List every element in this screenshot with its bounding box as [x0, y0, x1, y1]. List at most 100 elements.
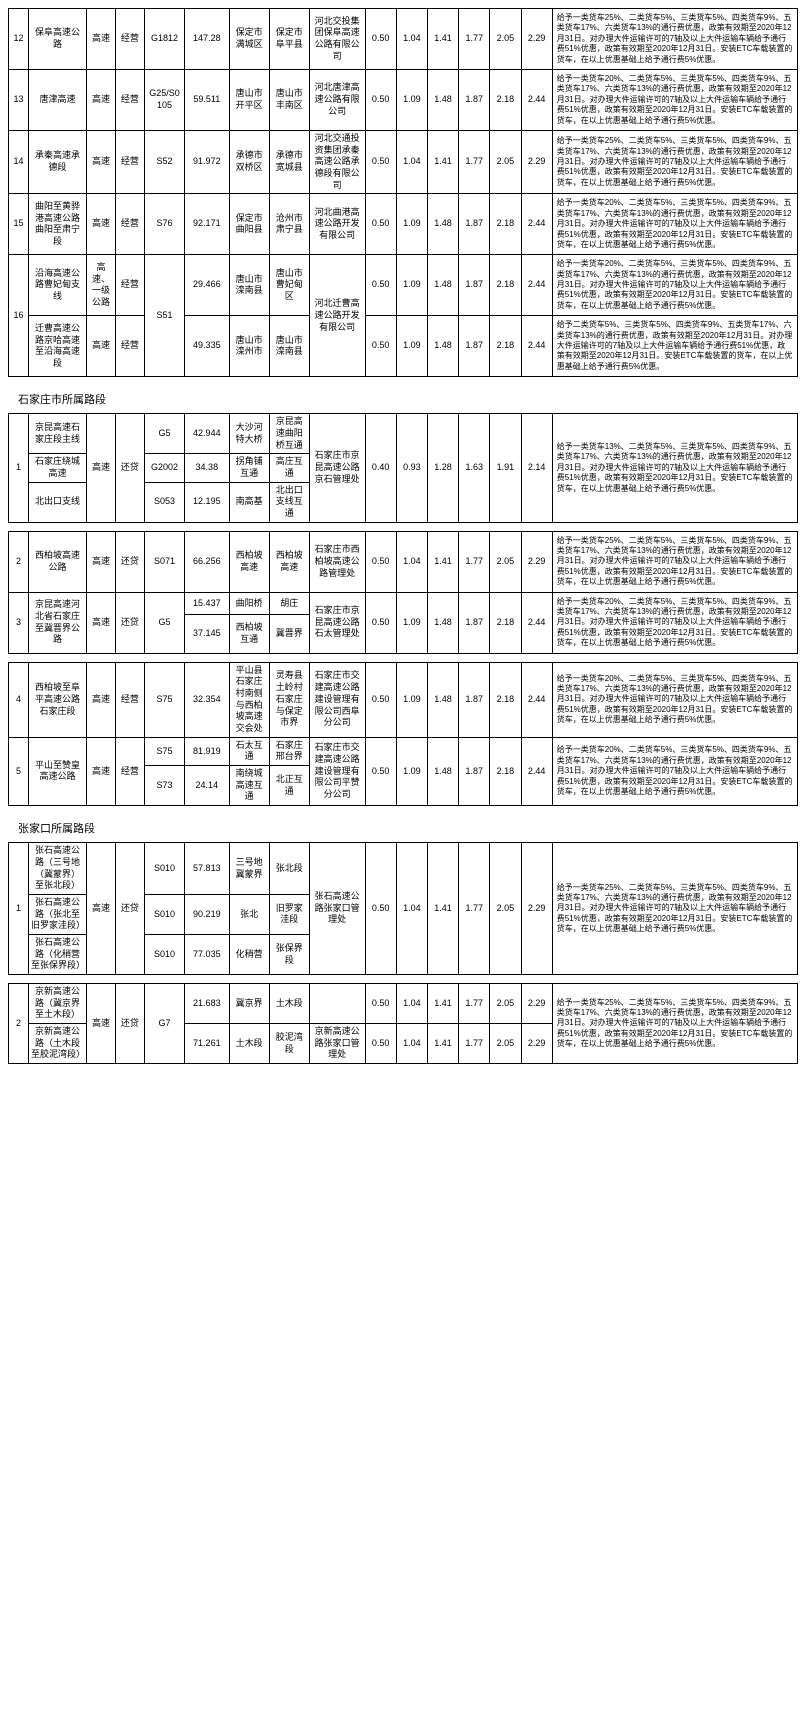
rate-cell: 0.50 — [365, 531, 396, 592]
end-cell: 冀晋界 — [269, 615, 309, 653]
end-cell: 张保界段 — [269, 934, 309, 974]
code-cell: G5 — [144, 592, 184, 653]
end-cell: 唐山市曹妃甸区 — [269, 255, 309, 316]
start-cell: 南绕城高速互通 — [229, 766, 269, 806]
rate-cell: 2.29 — [521, 984, 552, 1024]
rate-cell: 1.41 — [427, 130, 458, 193]
code-cell: G25/S0105 — [144, 69, 184, 130]
code-cell: S52 — [144, 130, 184, 193]
op-cell: 经营 — [115, 194, 144, 255]
rate-cell: 1.09 — [396, 592, 427, 653]
end-cell: 北正互通 — [269, 766, 309, 806]
len-cell: 29.466 — [185, 255, 230, 316]
type-cell: 高速 — [86, 69, 115, 130]
len-cell: 42.944 — [185, 414, 230, 454]
rate-cell: 1.87 — [459, 592, 490, 653]
name-cell: 西柏坡至阜平高速公路石家庄段 — [29, 662, 87, 737]
rate-cell: 2.05 — [490, 984, 521, 1024]
rate-cell: 1.04 — [396, 130, 427, 193]
type-cell: 高速 — [86, 737, 115, 805]
code-cell: G2002 — [144, 454, 184, 482]
start-cell: 冀京界 — [229, 984, 269, 1024]
rate-cell: 1.77 — [459, 984, 490, 1024]
name-cell: 承秦高速承德段 — [29, 130, 87, 193]
type-cell: 高速 — [86, 414, 115, 523]
rate-cell: 0.50 — [365, 69, 396, 130]
rate-cell: 1.41 — [427, 984, 458, 1024]
note-cell: 给予一类货车20%、二类货车5%、三类货车5%、四类货车9%、五类货车17%、六… — [552, 737, 797, 805]
code-cell: G5 — [144, 414, 184, 454]
owner-cell: 河北交投集团保阜高速公路有限公司 — [309, 9, 365, 70]
rate-cell: 2.44 — [521, 69, 552, 130]
rate-cell: 2.29 — [521, 531, 552, 592]
note-cell: 给予一类货车25%、二类货车5%、三类货车5%、四类货车9%、五类货车17%、六… — [552, 843, 797, 975]
rate-cell: 1.77 — [459, 531, 490, 592]
rate-cell: 1.28 — [427, 414, 458, 523]
rate-cell: 0.50 — [365, 984, 396, 1024]
start-cell: 土木段 — [229, 1024, 269, 1064]
rate-cell: 1.09 — [396, 662, 427, 737]
start-cell: 化稍营 — [229, 934, 269, 974]
idx-cell: 3 — [9, 592, 29, 653]
table-row: 1京昆高速石家庄段主线高速还贷G542.944大沙河特大桥京昆高速曲阳桥互通石家… — [9, 414, 798, 454]
rate-cell: 0.50 — [365, 316, 396, 377]
rate-cell: 1.48 — [427, 194, 458, 255]
rate-cell: 1.63 — [459, 414, 490, 523]
rate-cell: 1.87 — [459, 194, 490, 255]
rate-cell: 2.18 — [490, 592, 521, 653]
rate-cell: 1.48 — [427, 255, 458, 316]
note-cell: 给予一类货车13%、二类货车5%、三类货车5%、四类货车9%、五类货车17%、六… — [552, 414, 797, 523]
rate-cell: 2.05 — [490, 843, 521, 975]
rate-cell: 2.14 — [521, 414, 552, 523]
start-cell: 唐山市滦南县 — [229, 255, 269, 316]
name-cell: 西柏坡高速公路 — [29, 531, 87, 592]
rate-cell: 2.44 — [521, 194, 552, 255]
rate-cell: 0.50 — [365, 592, 396, 653]
rate-cell: 0.50 — [365, 843, 396, 975]
type-cell: 高速 — [86, 316, 115, 377]
owner-cell: 石家庄市交建高速公路建设管理有限公司平赞分公司 — [309, 737, 365, 805]
len-cell: 12.195 — [185, 482, 230, 522]
type-cell: 高速 — [86, 662, 115, 737]
rate-cell: 1.91 — [490, 414, 521, 523]
len-cell: 59.511 — [185, 69, 230, 130]
code-cell: G1812 — [144, 9, 184, 70]
code-cell: S010 — [144, 843, 184, 895]
rate-cell: 2.44 — [521, 662, 552, 737]
table-row: 2西柏坡高速公路高速还贷S07166.256西柏坡高速西柏坡高速石家庄市西柏坡高… — [9, 531, 798, 592]
table-row: 13唐津高速高速经营G25/S010559.511唐山市开平区唐山市丰南区河北唐… — [9, 69, 798, 130]
end-cell: 旧罗家洼段 — [269, 894, 309, 934]
rate-cell: 1.48 — [427, 592, 458, 653]
type-cell: 高速 — [86, 130, 115, 193]
type-cell: 高速 — [86, 194, 115, 255]
op-cell: 经营 — [115, 9, 144, 70]
op-cell: 还贷 — [115, 592, 144, 653]
code-cell: S51 — [144, 255, 184, 377]
rate-cell: 1.87 — [459, 69, 490, 130]
name-cell: 京昆高速石家庄段主线 — [29, 414, 87, 454]
rate-cell: 1.09 — [396, 737, 427, 805]
note-cell: 给予一类货车25%、二类货车5%、三类货车5%、四类货车9%、五类货车17%、六… — [552, 984, 797, 1064]
note-cell: 给予二类货车5%、三类货车5%、四类货车9%、五类货车17%、六类货车13%的通… — [552, 316, 797, 377]
start-cell: 曲阳桥 — [229, 592, 269, 615]
rate-cell: 1.87 — [459, 737, 490, 805]
owner-cell: 京新高速公路张家口管理处 — [309, 1024, 365, 1064]
rate-cell: 1.09 — [396, 194, 427, 255]
end-cell: 石家庄邢台界 — [269, 737, 309, 765]
table-row: 2京新高速公路（冀京界至土木段）高速还贷G721.683冀京界土木段0.501.… — [9, 984, 798, 1024]
rate-cell: 1.48 — [427, 737, 458, 805]
rate-cell: 2.05 — [490, 130, 521, 193]
len-cell: 34.38 — [185, 454, 230, 482]
name-cell: 保阜高速公路 — [29, 9, 87, 70]
owner-cell: 河北交通投资集团承秦高速公路承德段有限公司 — [309, 130, 365, 193]
rate-cell: 1.09 — [396, 69, 427, 130]
len-cell: 71.261 — [185, 1024, 230, 1064]
rate-cell: 1.77 — [459, 9, 490, 70]
start-cell: 保定市曲阳县 — [229, 194, 269, 255]
owner-cell: 河北曲港高速公路开发有限公司 — [309, 194, 365, 255]
rate-cell: 1.04 — [396, 984, 427, 1024]
idx-cell: 1 — [9, 843, 29, 975]
owner-cell: 张石高速公路张家口管理处 — [309, 843, 365, 975]
end-cell: 高庄互通 — [269, 454, 309, 482]
rate-cell: 2.18 — [490, 255, 521, 316]
